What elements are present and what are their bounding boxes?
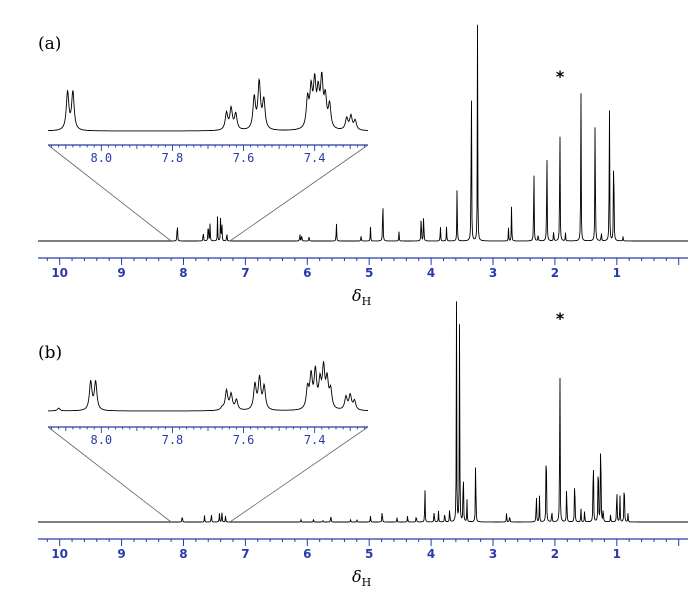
inset-tick-label-b: 7.8: [162, 433, 184, 447]
x-tick-label-a: 5: [365, 266, 373, 280]
inset-tick-label-a: 7.4: [304, 151, 326, 165]
spectrum-line-b: [38, 301, 688, 523]
x-tick-label-b: 9: [117, 547, 125, 561]
axis-title-a: δH: [352, 286, 371, 308]
x-tick-label-a: 3: [489, 266, 497, 280]
x-tick-label-a: 4: [427, 266, 435, 280]
x-tick-label-b: 2: [551, 547, 559, 561]
inset-line-b: [48, 361, 368, 412]
x-tick-label-b: 8: [179, 547, 187, 561]
x-axis-b: 10 9 8 7 6 5 4 3 2 1: [38, 538, 688, 561]
x-axis-a: 10 9 8 7 6 5 4 3 2 1: [38, 257, 688, 280]
inset-tick-label-a: 8.0: [90, 151, 112, 165]
inset-b: 8.0 7.8 7.6 7.4: [47, 361, 369, 523]
axis-title-a-subscript: H: [362, 295, 372, 308]
inset-tick-label-b: 8.0: [90, 433, 112, 447]
x-tick-label-b: 7: [241, 547, 249, 561]
x-tick-label-b: 1: [613, 547, 621, 561]
axis-title-b-delta: δ: [352, 567, 362, 586]
marker-star-a: *: [556, 67, 565, 86]
x-tick-label-b: 10: [51, 547, 68, 561]
x-tick-label-a: 10: [51, 266, 68, 280]
inset-tick-label-a: 7.8: [162, 151, 184, 165]
panel-label-a: (a): [38, 34, 61, 54]
zoom-connector-right-b: [229, 426, 369, 523]
x-tick-label-a: 1: [613, 266, 621, 280]
marker-star-b: *: [556, 309, 565, 328]
axis-title-a-delta: δ: [352, 286, 362, 305]
x-tick-label-b: 4: [427, 547, 435, 561]
inset-tick-label-a: 7.6: [233, 151, 255, 165]
x-tick-label-b: 3: [489, 547, 497, 561]
axis-title-b-subscript: H: [362, 576, 372, 589]
spectrum-line-a: [38, 24, 688, 242]
axis-title-b: δH: [352, 567, 371, 589]
spectrum-trace-a: [38, 24, 688, 242]
x-tick-label-a: 9: [117, 266, 125, 280]
x-tick-label-a: 6: [303, 266, 311, 280]
inset-tick-label-b: 7.4: [304, 433, 326, 447]
x-tick-label-a: 8: [179, 266, 187, 280]
x-tick-label-b: 6: [303, 547, 311, 561]
x-tick-label-b: 5: [365, 547, 373, 561]
spectrum-trace-b: [38, 301, 688, 523]
inset-tick-label-b: 7.6: [233, 433, 255, 447]
zoom-connector-left-a: [47, 144, 172, 242]
panel-label-b: (b): [38, 343, 62, 363]
zoom-connector-right-a: [229, 144, 369, 242]
panel-a: (a) 8.0 7.8 7.6 7.4 10 9 8 7 6 5 4 3 2 1 * δH: [38, 24, 688, 308]
zoom-connector-left-b: [47, 426, 172, 523]
x-tick-label-a: 7: [241, 266, 249, 280]
x-tick-label-a: 2: [551, 266, 559, 280]
inset-line-a: [48, 71, 369, 132]
panel-b: (b) 8.0 7.8 7.6 7.4 10 9 8 7 6 5 4 3 2 1 * δH: [38, 301, 688, 589]
inset-a: 8.0 7.8 7.6 7.4: [47, 71, 369, 242]
